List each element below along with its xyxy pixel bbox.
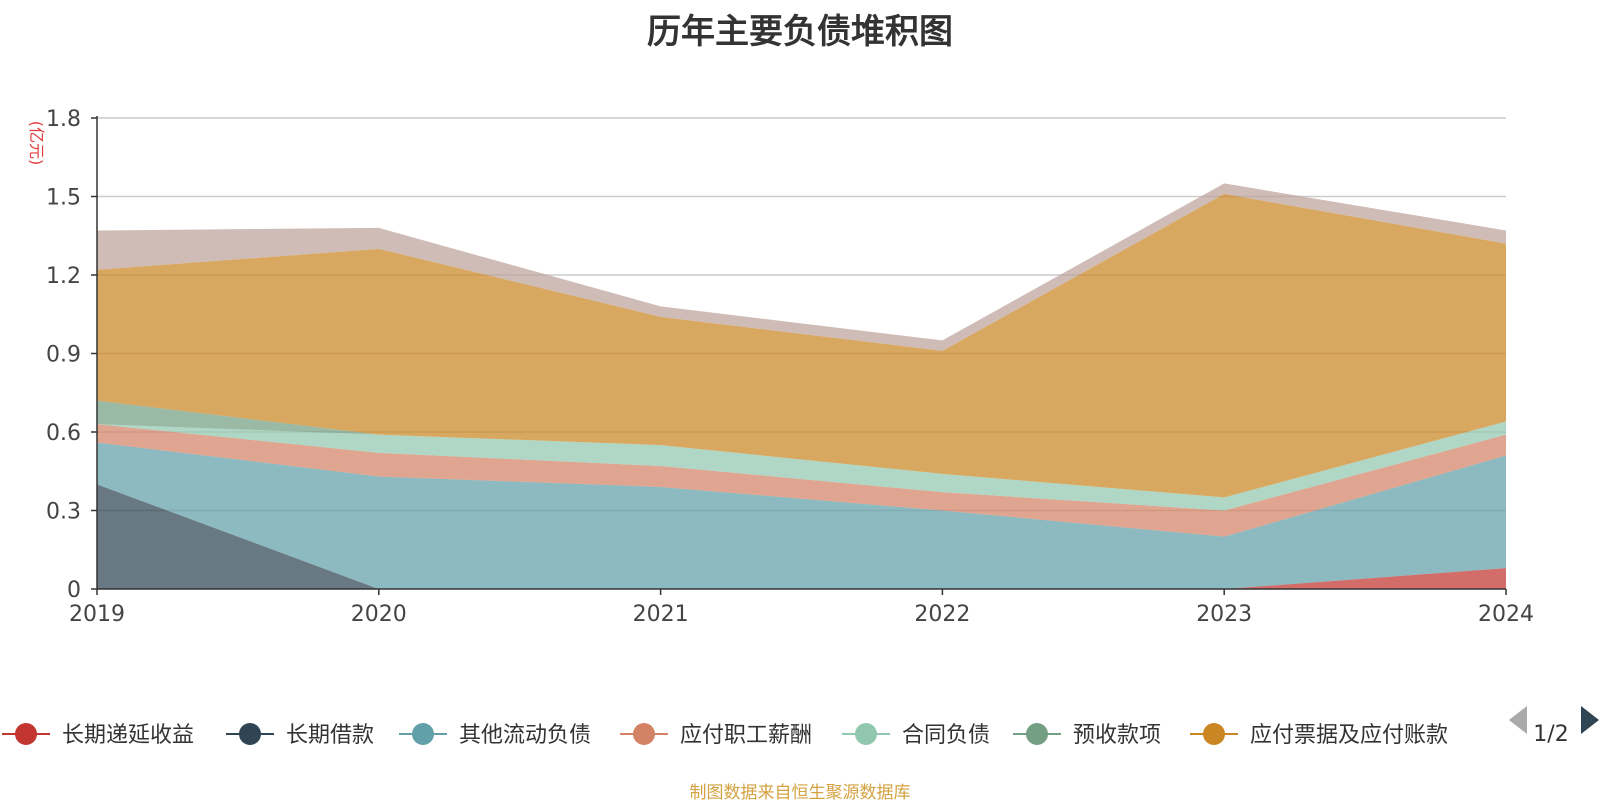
series-area-6 xyxy=(97,193,1506,498)
x-tick-label: 2024 xyxy=(1478,602,1534,627)
x-tick-label: 2022 xyxy=(914,602,970,627)
legend-label: 长期递延收益 xyxy=(62,723,194,748)
legend: 长期递延收益 长期借款 其他流动负债 应付职工薪酬 合同负债 预收款项 应付票据及应付账款 1… xyxy=(2,706,1599,748)
legend-label: 应付票据及应付账款 xyxy=(1250,723,1448,748)
legend-label: 预收款项 xyxy=(1073,723,1161,748)
series-area-2 xyxy=(97,442,1506,589)
x-tick-label: 2020 xyxy=(351,602,407,627)
y-tick-label: 1.2 xyxy=(46,264,81,289)
legend-item[interactable]: 应付票据及应付账款 xyxy=(1190,723,1448,748)
chart-title: 历年主要负债堆积图 xyxy=(647,12,953,52)
data-source-note: 制图数据来自恒生聚源数据库 xyxy=(689,783,911,803)
legend-marker xyxy=(239,723,261,745)
series-area-1 xyxy=(97,484,1506,589)
legend-label: 合同负债 xyxy=(902,723,990,748)
x-tick-label: 2019 xyxy=(69,602,125,627)
legend-item[interactable]: 预收款项 xyxy=(1013,723,1161,748)
legend-item[interactable]: 其他流动负债 xyxy=(399,723,591,748)
series-area-3 xyxy=(97,424,1506,537)
axes: 0 0.3 0.6 0.9 1.2 1.5 1.8 2019 2020 2021 2022 2023 2… xyxy=(27,107,1534,627)
legend-item[interactable]: 长期递延收益 xyxy=(2,723,194,748)
series-area-4 xyxy=(97,421,1506,511)
x-tick-label: 2021 xyxy=(633,602,689,627)
legend-label: 其他流动负债 xyxy=(459,723,591,748)
legend-marker xyxy=(855,723,877,745)
legend-marker xyxy=(1203,723,1225,745)
legend-marker xyxy=(15,723,37,745)
legend-prev-page-icon[interactable] xyxy=(1509,706,1527,734)
legend-marker xyxy=(412,723,434,745)
legend-marker xyxy=(1026,723,1048,745)
legend-item[interactable]: 长期借款 xyxy=(226,723,374,748)
legend-page-indicator: 1/2 xyxy=(1533,722,1568,747)
legend-item[interactable]: 应付职工薪酬 xyxy=(620,723,812,748)
y-tick-label: 0 xyxy=(67,578,81,603)
legend-label: 应付职工薪酬 xyxy=(680,723,812,748)
y-tick-label: 1.8 xyxy=(46,107,81,132)
series-area-0 xyxy=(97,568,1506,589)
x-tick-label: 2023 xyxy=(1196,602,1252,627)
series-areas xyxy=(97,183,1506,589)
y-tick-label: 1.5 xyxy=(46,186,81,211)
legend-next-page-icon[interactable] xyxy=(1581,706,1599,734)
y-tick-label: 0.3 xyxy=(46,500,81,525)
y-tick-label: 0.6 xyxy=(46,421,81,446)
legend-label: 长期借款 xyxy=(286,723,374,748)
legend-marker xyxy=(633,723,655,745)
y-axis-unit-label: (亿元) xyxy=(27,121,46,166)
y-tick-label: 0.9 xyxy=(46,343,81,368)
series-area-7 xyxy=(97,183,1506,351)
legend-item[interactable]: 合同负债 xyxy=(842,723,990,748)
